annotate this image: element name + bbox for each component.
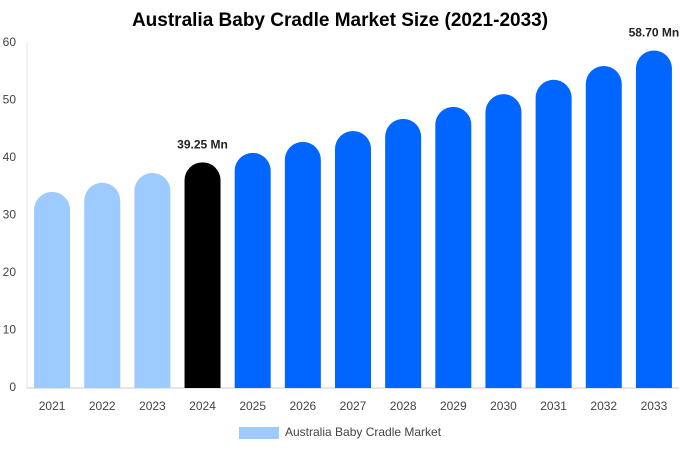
bar <box>34 191 71 388</box>
bar <box>385 118 422 388</box>
chart-title: Australia Baby Cradle Market Size (2021-… <box>132 10 548 31</box>
x-tick-label: 2022 <box>89 399 116 413</box>
y-tick-label: 30 <box>3 208 17 222</box>
bar <box>134 172 171 388</box>
legend-swatch <box>239 427 279 439</box>
bar <box>585 66 622 388</box>
x-tick-label: 2023 <box>139 399 166 413</box>
bar <box>184 162 221 388</box>
x-tick-label: 2024 <box>189 399 216 413</box>
bar <box>485 94 522 389</box>
x-tick-label: 2026 <box>289 399 316 413</box>
x-tick-label: 2033 <box>641 399 668 413</box>
x-tick-label: 2031 <box>540 399 567 413</box>
x-tick-label: 2032 <box>590 399 617 413</box>
y-tick-label: 60 <box>3 35 17 49</box>
x-tick-label: 2028 <box>390 399 417 413</box>
y-tick-label: 20 <box>3 265 17 279</box>
bar <box>635 50 672 388</box>
bar <box>234 152 271 388</box>
bar <box>284 141 321 388</box>
value-label: 58.70 Mn <box>629 26 680 40</box>
y-tick-label: 0 <box>9 380 16 394</box>
bar <box>84 182 121 388</box>
x-tick-label: 2021 <box>39 399 66 413</box>
x-tick-label: 2025 <box>239 399 266 413</box>
y-tick-label: 50 <box>3 93 17 107</box>
y-tick-label: 40 <box>3 150 17 164</box>
y-tick-label: 10 <box>3 323 17 337</box>
x-tick-label: 2027 <box>340 399 367 413</box>
bar <box>335 130 371 388</box>
x-tick-label: 2030 <box>490 399 517 413</box>
value-label: 39.25 Mn <box>177 137 228 151</box>
bar <box>435 106 472 388</box>
bar <box>535 79 572 389</box>
x-tick-label: 2029 <box>440 399 467 413</box>
legend-label: Australia Baby Cradle Market <box>285 425 442 439</box>
